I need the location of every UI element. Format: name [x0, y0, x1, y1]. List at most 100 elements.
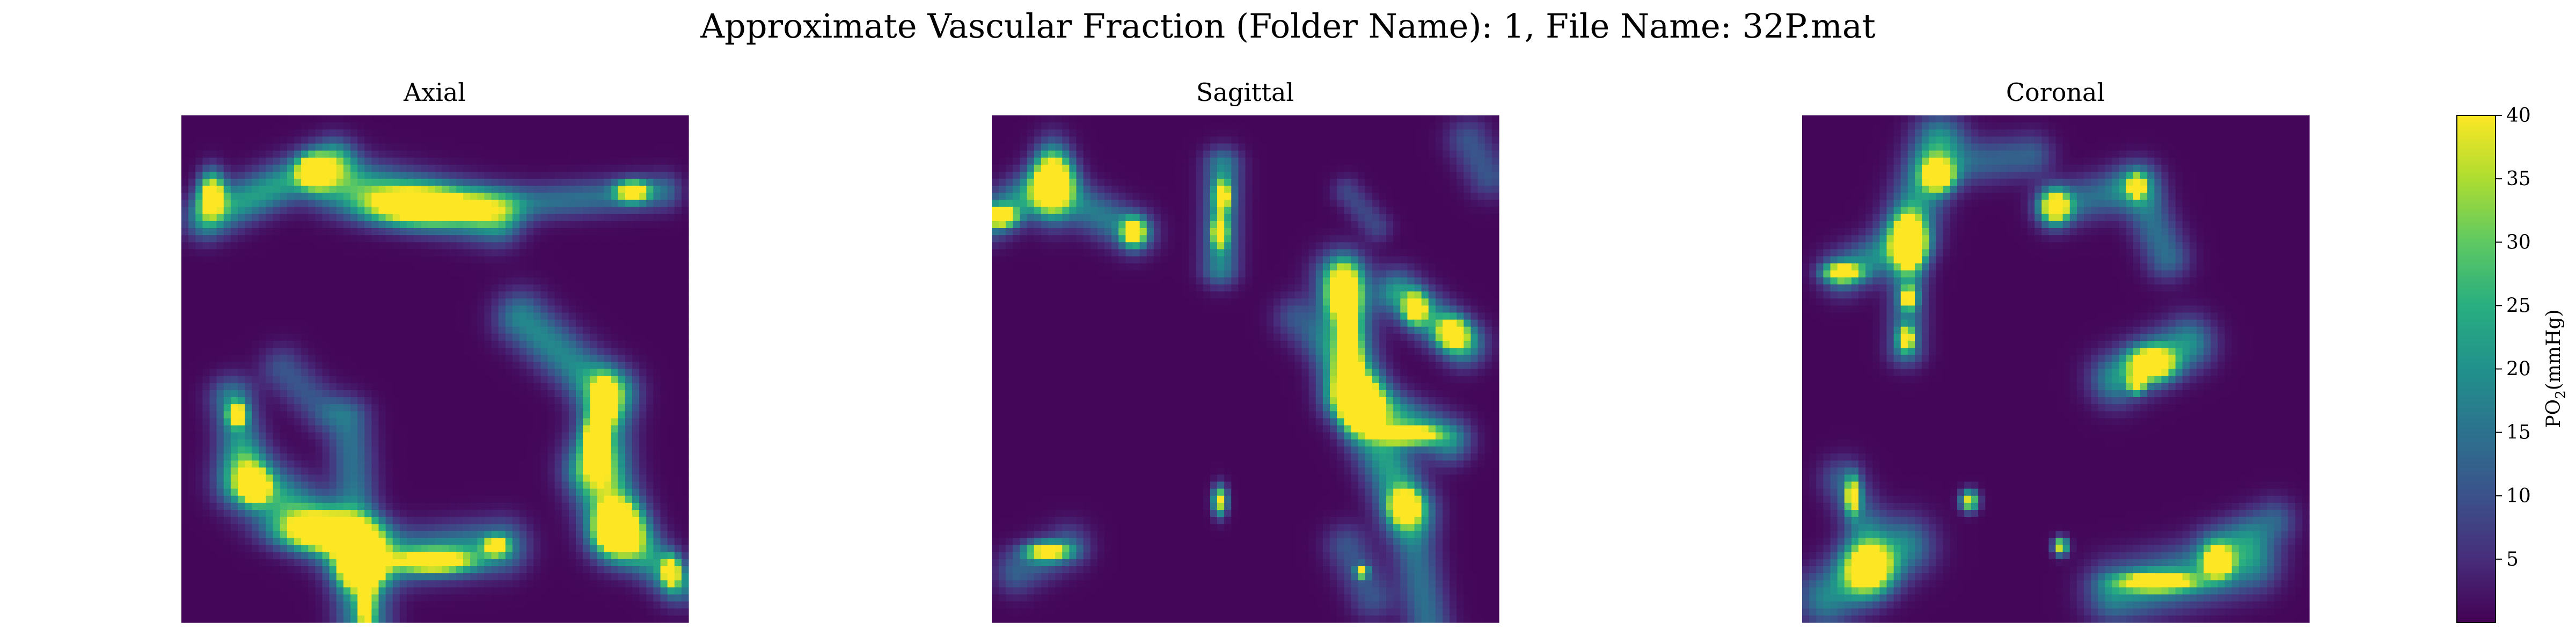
- heatmap-cell: [561, 249, 569, 257]
- heatmap-cell: [618, 510, 626, 517]
- heatmap-cell: [435, 221, 443, 229]
- heatmap-cell: [456, 122, 464, 130]
- heatmap-cell: [216, 129, 224, 137]
- heatmap-cell: [449, 446, 457, 454]
- heatmap-cell: [245, 277, 252, 285]
- heatmap-cell: [512, 277, 520, 285]
- heatmap-cell: [399, 326, 407, 334]
- heatmap-cell: [280, 376, 288, 384]
- heatmap-cell: [456, 531, 464, 539]
- heatmap-cell: [611, 326, 619, 334]
- heatmap-cell: [301, 545, 309, 553]
- heatmap-cell: [273, 411, 281, 419]
- heatmap-cell: [245, 453, 252, 461]
- heatmap-cell: [576, 263, 583, 271]
- heatmap-cell: [505, 390, 513, 398]
- heatmap-cell: [399, 474, 407, 482]
- heatmap-cell: [646, 235, 654, 243]
- heatmap-cell: [540, 376, 548, 384]
- heatmap-cell: [252, 277, 259, 285]
- heatmap-cell: [484, 179, 492, 186]
- heatmap-cell: [435, 249, 443, 257]
- heatmap-cell: [597, 362, 605, 370]
- heatmap-cell: [350, 481, 358, 489]
- heatmap-cell: [597, 193, 605, 201]
- heatmap-cell: [554, 411, 562, 419]
- heatmap-cell: [667, 404, 675, 412]
- heatmap-cell: [202, 524, 210, 531]
- heatmap-cell: [618, 193, 626, 201]
- heatmap-cell: [576, 298, 583, 306]
- heatmap-cell: [681, 411, 689, 419]
- heatmap-cell: [533, 369, 541, 377]
- heatmap-cell: [681, 136, 689, 144]
- heatmap-cell: [568, 495, 576, 503]
- heatmap-cell: [442, 524, 450, 531]
- heatmap-cell: [618, 362, 626, 370]
- figure-title: Approximate Vascular Fraction (Folder Na…: [700, 6, 1876, 46]
- heatmap-cell: [287, 510, 295, 517]
- heatmap-cell: [611, 122, 619, 130]
- heatmap-cell: [343, 319, 351, 327]
- heatmap-cell: [195, 122, 203, 130]
- heatmap-cell: [230, 474, 238, 482]
- heatmap-cell: [463, 242, 471, 250]
- heatmap-cell: [512, 129, 520, 137]
- heatmap-cell: [625, 143, 633, 151]
- heatmap-cell: [245, 411, 252, 419]
- heatmap-cell: [540, 488, 548, 496]
- heatmap-cell: [442, 312, 450, 320]
- heatmap-cell: [477, 495, 485, 503]
- heatmap-cell: [583, 481, 590, 489]
- heatmap-cell: [399, 172, 407, 179]
- heatmap-cell: [590, 348, 597, 355]
- heatmap-cell: [252, 256, 259, 264]
- heatmap-cell: [554, 404, 562, 412]
- heatmap-cell: [590, 157, 597, 165]
- heatmap-cell: [223, 256, 231, 264]
- heatmap-cell: [674, 404, 682, 412]
- heatmap-cell: [590, 495, 597, 503]
- heatmap-cell: [343, 341, 351, 348]
- heatmap-cell: [343, 552, 351, 560]
- heatmap-cell: [301, 277, 309, 285]
- heatmap-cell: [399, 446, 407, 454]
- heatmap-cell: [561, 186, 569, 193]
- heatmap-cell: [273, 263, 281, 271]
- heatmap-cell: [407, 348, 414, 355]
- heatmap-cell: [533, 432, 541, 440]
- heatmap-cell: [590, 291, 597, 299]
- heatmap-cell: [505, 453, 513, 461]
- heatmap-cell: [568, 404, 576, 412]
- heatmap-cell: [442, 390, 450, 398]
- heatmap-cell: [238, 467, 245, 475]
- heatmap-cell: [477, 312, 485, 320]
- heatmap-cell: [294, 566, 302, 574]
- heatmap-cell: [216, 172, 224, 179]
- heatmap-cell: [181, 129, 189, 137]
- heatmap-cell: [477, 164, 485, 172]
- heatmap-cell: [554, 143, 562, 151]
- heatmap-cell: [329, 150, 337, 158]
- heatmap-cell: [533, 305, 541, 313]
- heatmap-cell: [470, 284, 478, 292]
- heatmap-cell: [561, 587, 569, 595]
- heatmap-cell: [442, 235, 450, 243]
- heatmap-cell: [315, 136, 323, 144]
- heatmap-cell: [463, 488, 471, 496]
- heatmap-cell: [252, 179, 259, 186]
- heatmap-cell: [322, 326, 330, 334]
- heatmap-cell: [660, 333, 668, 341]
- heatmap-cell: [561, 559, 569, 567]
- heatmap-cell: [660, 228, 668, 236]
- heatmap-cell: [449, 411, 457, 419]
- heatmap-cell: [181, 277, 189, 285]
- heatmap-cell: [618, 179, 626, 186]
- heatmap-cell: [308, 502, 316, 510]
- heatmap-cell: [322, 291, 330, 299]
- heatmap-cell: [357, 270, 365, 278]
- heatmap-cell: [590, 439, 597, 447]
- heatmap-cell: [597, 404, 605, 412]
- heatmap-cell: [463, 164, 471, 172]
- heatmap-cell: [470, 228, 478, 236]
